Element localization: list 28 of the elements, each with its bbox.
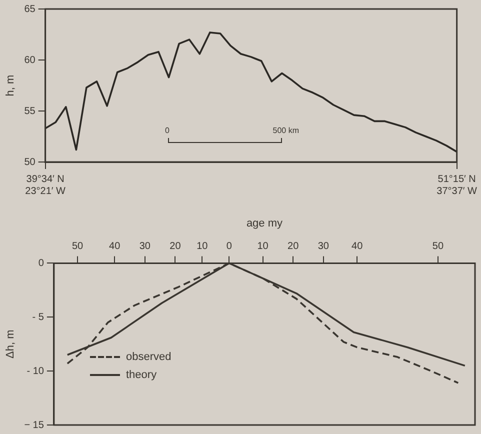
x-tick-label: 10 bbox=[196, 240, 208, 252]
y-tick-label: − 15 bbox=[24, 420, 44, 431]
x-tick-label: 0 bbox=[226, 240, 232, 252]
x-tick-label: 30 bbox=[318, 240, 330, 252]
y-tick-label: 0 bbox=[38, 258, 44, 269]
y-tick-label: 55 bbox=[24, 106, 36, 117]
y-tick-label: - 10 bbox=[26, 366, 44, 377]
x-tick-label: 20 bbox=[288, 240, 300, 252]
legend-label: theory bbox=[126, 369, 157, 381]
y-tick-label: 60 bbox=[24, 54, 36, 66]
x-tick-label: 50 bbox=[72, 240, 84, 252]
x-tick-label: 39°34′ N 23°21′ W bbox=[25, 174, 66, 197]
annotation: 500 km bbox=[272, 126, 299, 135]
x-tick-label: 30 bbox=[139, 240, 151, 252]
y-axis-title: h, m bbox=[4, 74, 17, 96]
x-tick-label: 51°15′ N 37°37′ W bbox=[436, 174, 478, 197]
y-tick-label: - 5 bbox=[32, 312, 44, 323]
x-axis-title: age my bbox=[246, 218, 284, 230]
y-tick-label: 65 bbox=[24, 4, 36, 15]
x-tick-label: 40 bbox=[352, 240, 364, 252]
x-tick-label: 10 bbox=[257, 240, 269, 252]
x-tick-label: 20 bbox=[170, 240, 182, 252]
legend-label: observed bbox=[126, 351, 172, 363]
x-tick-label: 50 bbox=[432, 240, 444, 252]
annotation: 0 bbox=[165, 126, 170, 135]
y-tick-label: 50 bbox=[24, 156, 36, 168]
x-tick-label: 40 bbox=[109, 240, 121, 252]
y-axis-title: Δh, m bbox=[4, 330, 17, 358]
